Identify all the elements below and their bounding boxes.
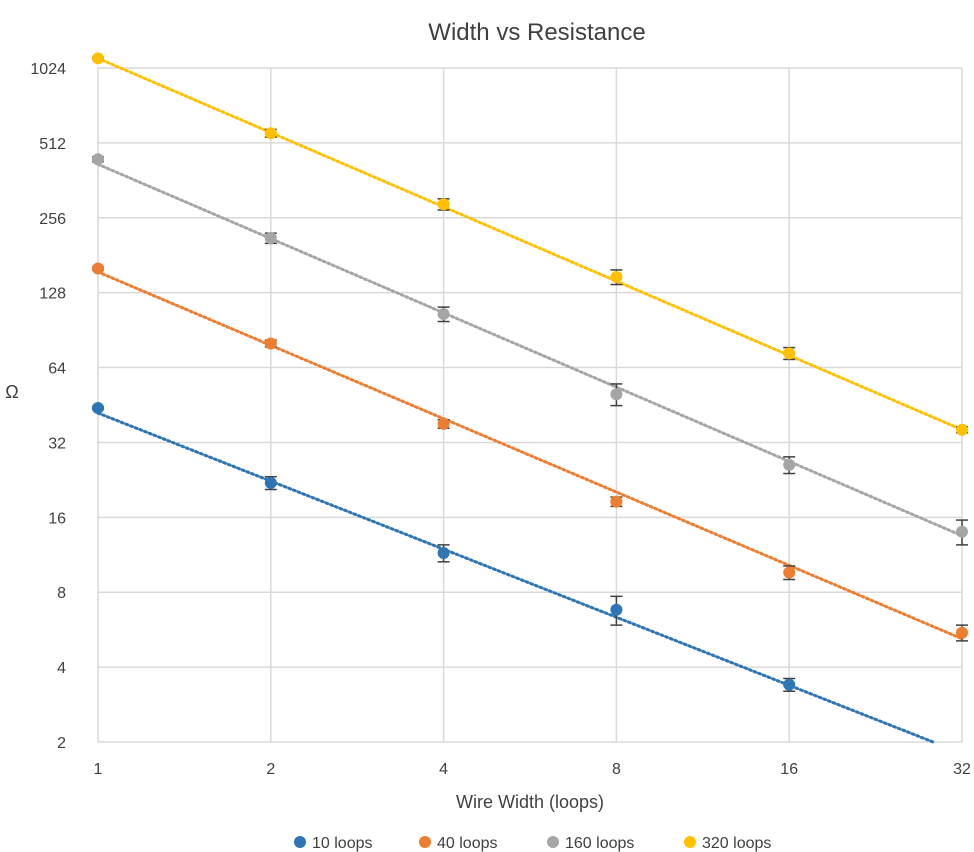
data-point — [92, 402, 104, 415]
data-point — [264, 337, 277, 350]
y-tick-label: 2 — [57, 735, 66, 752]
y-tick-label: 4 — [57, 660, 66, 677]
x-tick-label: 8 — [612, 761, 621, 778]
legend-marker — [419, 836, 431, 848]
y-tick-label: 256 — [39, 211, 66, 228]
data-point — [92, 153, 104, 166]
x-tick-label: 2 — [266, 761, 275, 778]
data-point — [264, 232, 277, 245]
y-tick-label: 512 — [39, 136, 66, 153]
legend-label: 10 loops — [312, 835, 373, 852]
data-point — [437, 547, 450, 560]
legend-marker — [684, 836, 696, 848]
data-point — [610, 603, 623, 616]
y-tick-label: 128 — [39, 286, 66, 303]
data-point — [437, 417, 450, 430]
data-point — [956, 626, 968, 639]
y-tick-label: 64 — [48, 361, 66, 378]
x-axis-title: Wire Width (loops) — [456, 792, 604, 812]
y-tick-label: 8 — [57, 585, 66, 602]
legend: 10 loops 40 loops 160 loops 320 loops — [294, 835, 771, 852]
data-point — [610, 495, 623, 508]
legend-label: 320 loops — [702, 835, 771, 852]
data-point — [92, 52, 104, 65]
data-point — [783, 347, 796, 360]
error-bars — [92, 56, 968, 692]
data-point — [783, 678, 796, 691]
data-point — [783, 566, 796, 579]
x-tick-label: 32 — [953, 761, 971, 778]
legend-label: 40 loops — [437, 835, 498, 852]
y-tick-label: 1024 — [30, 61, 66, 78]
trendline — [96, 162, 964, 538]
data-point — [264, 476, 277, 489]
legend-label: 160 loops — [565, 835, 634, 852]
trendline — [96, 56, 964, 432]
data-point — [437, 308, 450, 321]
chart-title: Width vs Resistance — [428, 19, 645, 46]
data-point — [956, 423, 968, 436]
y-tick-label: 16 — [48, 510, 66, 527]
x-tick-label: 16 — [780, 761, 798, 778]
data-point — [956, 525, 968, 538]
trendline — [96, 270, 964, 641]
data-point — [92, 262, 104, 275]
data-point — [783, 458, 796, 471]
data-point — [437, 198, 450, 211]
data-point — [610, 270, 623, 283]
legend-marker — [294, 836, 306, 848]
legend-marker — [547, 836, 559, 848]
trendlines — [96, 56, 964, 744]
x-tick-labels: 1 2 4 8 16 32 — [94, 761, 971, 778]
y-axis-title: Ω — [5, 382, 18, 402]
x-tick-label: 1 — [94, 761, 103, 778]
trendline — [96, 411, 935, 744]
data-points — [92, 52, 968, 691]
data-point — [610, 388, 623, 401]
x-tick-label: 4 — [439, 761, 448, 778]
y-tick-labels: 2 4 8 16 32 64 128 256 512 1024 — [30, 61, 66, 752]
grid — [97, 67, 963, 743]
data-point — [264, 127, 277, 140]
y-tick-label: 32 — [48, 435, 66, 452]
